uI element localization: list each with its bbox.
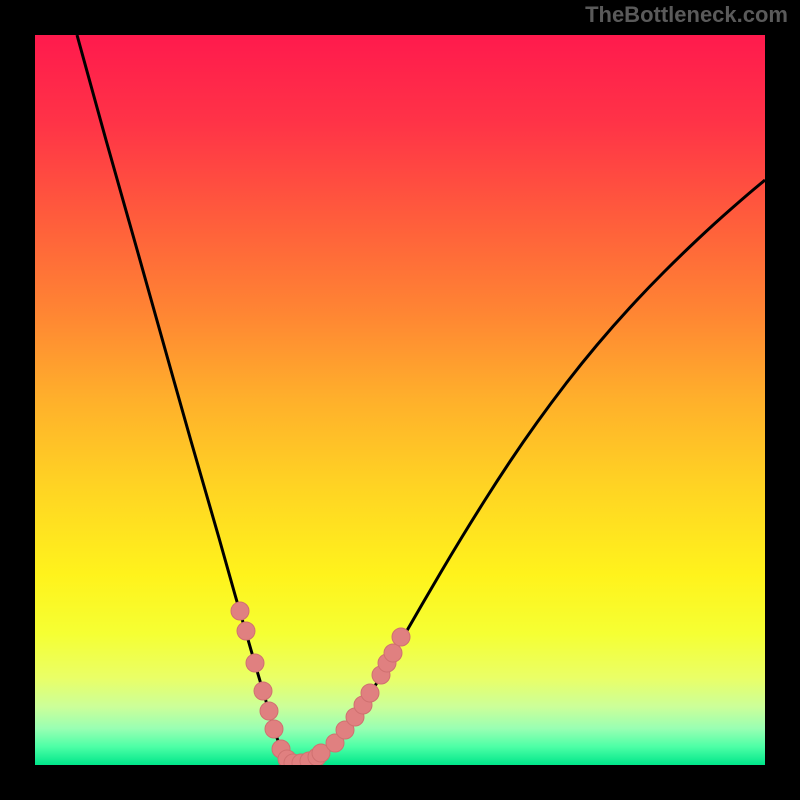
curve-layer: [35, 35, 765, 765]
marker-dot: [231, 602, 249, 620]
marker-dot: [237, 622, 255, 640]
marker-dot: [361, 684, 379, 702]
watermark-text: TheBottleneck.com: [585, 2, 788, 28]
chart-container: TheBottleneck.com: [0, 0, 800, 800]
marker-dot: [265, 720, 283, 738]
marker-dot: [254, 682, 272, 700]
marker-dot: [246, 654, 264, 672]
plot-area: [35, 35, 765, 765]
marker-dot: [384, 644, 402, 662]
curve-right-branch: [297, 180, 765, 765]
marker-dots-group: [231, 602, 410, 765]
marker-dot: [392, 628, 410, 646]
marker-dot: [260, 702, 278, 720]
curve-left-branch: [77, 35, 297, 765]
